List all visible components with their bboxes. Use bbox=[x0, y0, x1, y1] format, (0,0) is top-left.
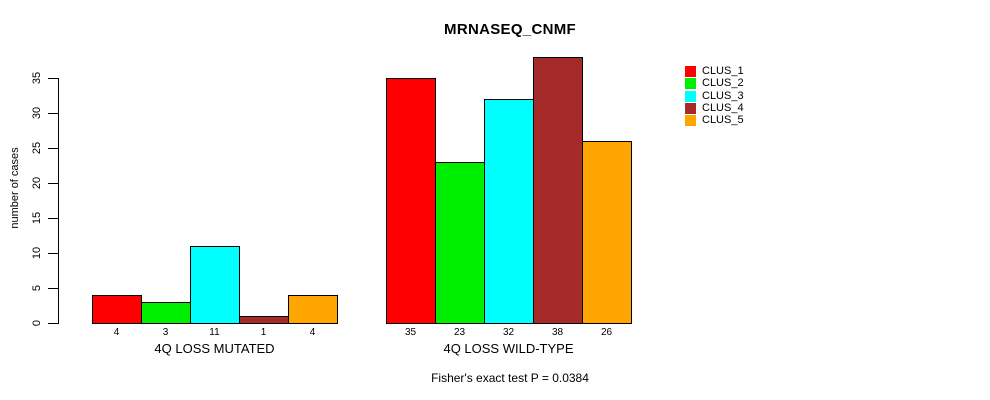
legend-row: CLUS_1 bbox=[685, 66, 785, 78]
y-tick-label: 30 bbox=[31, 106, 43, 120]
chart-title: MRNASEQ_CNMF bbox=[444, 21, 576, 38]
legend-row: CLUS_2 bbox=[685, 78, 785, 90]
bar-value-label: 4 bbox=[309, 327, 316, 338]
bar-value-label: 38 bbox=[551, 327, 564, 338]
y-tick-label: 0 bbox=[31, 319, 43, 327]
legend-swatch-icon bbox=[685, 91, 696, 102]
y-tick-label: 10 bbox=[31, 246, 43, 260]
legend-label: CLUS_3 bbox=[702, 90, 744, 102]
legend-swatch-icon bbox=[685, 103, 696, 114]
y-tick-mark bbox=[48, 113, 58, 114]
bar-clus_5 bbox=[582, 141, 632, 324]
bar-clus_1 bbox=[386, 78, 436, 324]
y-tick-mark bbox=[48, 323, 58, 324]
bar-clus_5 bbox=[288, 295, 338, 324]
bar-value-label: 4 bbox=[113, 327, 120, 338]
bar-clus_4 bbox=[533, 57, 583, 324]
legend-swatch-icon bbox=[685, 115, 696, 126]
y-tick-mark bbox=[48, 253, 58, 254]
y-tick-mark bbox=[48, 183, 58, 184]
bar-value-label: 1 bbox=[260, 327, 267, 338]
y-axis-line bbox=[58, 78, 59, 324]
legend-swatch-icon bbox=[685, 78, 696, 89]
bar-clus_2 bbox=[435, 162, 485, 324]
legend-label: CLUS_2 bbox=[702, 77, 744, 89]
caption-fishers-test: Fisher's exact test P = 0.0384 bbox=[431, 371, 589, 385]
y-tick-mark bbox=[48, 288, 58, 289]
bar-clus_4 bbox=[239, 316, 289, 324]
legend-row: CLUS_4 bbox=[685, 103, 785, 115]
y-tick-label: 5 bbox=[31, 284, 43, 292]
legend-label: CLUS_4 bbox=[702, 102, 744, 114]
y-tick-label: 25 bbox=[31, 141, 43, 155]
legend-row: CLUS_5 bbox=[685, 115, 785, 127]
bar-value-label: 3 bbox=[162, 327, 169, 338]
y-tick-label: 20 bbox=[31, 176, 43, 190]
bar-value-label: 11 bbox=[209, 327, 220, 338]
y-tick-label: 15 bbox=[31, 211, 43, 225]
bar-value-label: 35 bbox=[404, 327, 417, 338]
x-group-label: 4Q LOSS WILD-TYPE bbox=[443, 341, 574, 356]
bar-clus_3 bbox=[190, 246, 240, 324]
legend-row: CLUS_3 bbox=[685, 91, 785, 103]
y-tick-mark bbox=[48, 78, 58, 79]
legend-label: CLUS_1 bbox=[702, 65, 744, 77]
bar-value-label: 26 bbox=[600, 327, 613, 338]
legend-swatch-icon bbox=[685, 66, 696, 77]
bar-clus_3 bbox=[484, 99, 534, 324]
y-tick-mark bbox=[48, 148, 58, 149]
legend-label: CLUS_5 bbox=[702, 114, 744, 126]
bar-value-label: 23 bbox=[453, 327, 466, 338]
bar-value-label: 32 bbox=[502, 327, 515, 338]
y-axis-label: number of cases bbox=[9, 147, 21, 229]
bar-clus_2 bbox=[141, 302, 191, 324]
y-tick-mark bbox=[48, 218, 58, 219]
x-group-label: 4Q LOSS MUTATED bbox=[154, 341, 275, 356]
y-tick-label: 35 bbox=[31, 71, 43, 85]
bar-clus_1 bbox=[92, 295, 142, 324]
legend: CLUS_1 CLUS_2 CLUS_3 CLUS_4 CLUS_5 bbox=[685, 66, 785, 136]
